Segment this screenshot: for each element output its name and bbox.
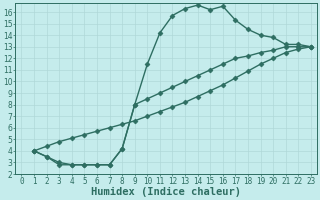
X-axis label: Humidex (Indice chaleur): Humidex (Indice chaleur) <box>91 187 241 197</box>
